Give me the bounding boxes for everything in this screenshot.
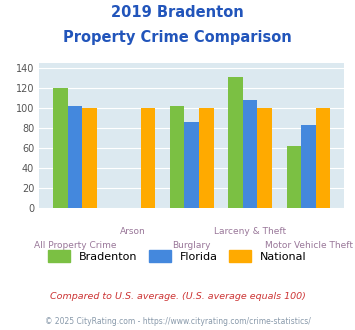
Bar: [67, 106, 82, 208]
Bar: [184, 122, 199, 208]
Bar: [257, 108, 272, 208]
Bar: [228, 77, 243, 208]
Text: Burglary: Burglary: [173, 241, 211, 250]
Bar: [82, 108, 97, 208]
Text: 2019 Bradenton: 2019 Bradenton: [111, 5, 244, 20]
Text: © 2025 CityRating.com - https://www.cityrating.com/crime-statistics/: © 2025 CityRating.com - https://www.city…: [45, 317, 310, 326]
Text: Motor Vehicle Theft: Motor Vehicle Theft: [264, 241, 353, 250]
Bar: [53, 88, 67, 208]
Bar: [141, 108, 155, 208]
Text: Compared to U.S. average. (U.S. average equals 100): Compared to U.S. average. (U.S. average …: [50, 292, 305, 301]
Bar: [170, 106, 184, 208]
Bar: [286, 146, 301, 208]
Bar: [243, 100, 257, 208]
Bar: [316, 108, 331, 208]
Text: Larceny & Theft: Larceny & Theft: [214, 227, 286, 236]
Bar: [199, 108, 214, 208]
Text: All Property Crime: All Property Crime: [34, 241, 116, 250]
Legend: Bradenton, Florida, National: Bradenton, Florida, National: [45, 247, 310, 265]
Bar: [301, 125, 316, 208]
Text: Arson: Arson: [120, 227, 146, 236]
Text: Property Crime Comparison: Property Crime Comparison: [63, 30, 292, 45]
